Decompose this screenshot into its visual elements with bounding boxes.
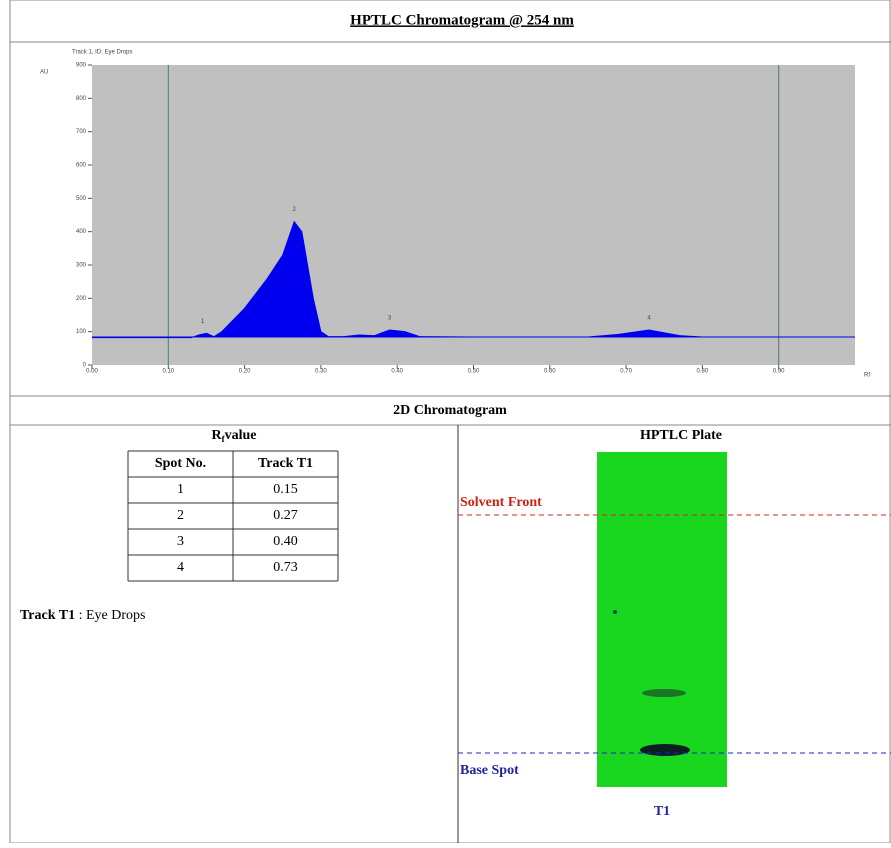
peak-label: 3 [388, 316, 392, 322]
x-tick-label: 0.90 [773, 369, 785, 375]
x-tick-label: 0.00 [86, 369, 98, 375]
column-header: Track T1 [258, 456, 313, 471]
y-tick-label: 900 [76, 63, 87, 69]
track-text: : Eye Drops [75, 608, 145, 623]
section-title: 2D Chromatogram [393, 403, 507, 418]
rf-symbol: R [211, 428, 222, 443]
rf-title: Rfvalue [211, 428, 256, 444]
trace [92, 220, 855, 339]
peak-label: 4 [647, 316, 651, 322]
track-note: Track T1 : Eye Drops [20, 608, 146, 623]
y-label: AU [40, 70, 48, 76]
spot [642, 689, 686, 697]
plot-area [92, 65, 855, 365]
solvent-label: Solvent Front [460, 495, 542, 510]
table-cell: 0.27 [273, 508, 298, 523]
chromatogram: Track 1, ID: Eye Drops AU Rf 0 100 200 300 400 5… [40, 50, 870, 379]
rf-table: Spot No. Track T1 1 0.15 2 0.27 3 0.40 4 0.73 [127, 450, 339, 582]
x-tick-label: 0.30 [315, 369, 327, 375]
y-tick-label: 400 [76, 229, 87, 235]
column-header: Spot No. [155, 456, 206, 471]
x-tick-label: 0.60 [544, 369, 556, 375]
x-tick-label: 0.70 [620, 369, 632, 375]
x-label: Rf [864, 373, 870, 379]
spot [640, 744, 690, 756]
y-tick-label: 300 [76, 263, 87, 269]
plate-title: HPTLC Plate [640, 428, 722, 443]
y-tick-label: 0 [83, 363, 87, 369]
table-cell: 3 [177, 534, 184, 549]
table-cell: 1 [177, 482, 184, 497]
plate [597, 452, 727, 787]
peak-area [92, 221, 855, 337]
table-cell: 0.40 [273, 534, 298, 549]
peak-label: 2 [293, 207, 297, 213]
y-tick-label: 700 [76, 129, 87, 135]
y-tick-label: 100 [76, 329, 87, 335]
rf-sub: f [222, 434, 226, 444]
base-label: Base Spot [460, 763, 519, 778]
table-cell: 0.15 [273, 482, 298, 497]
x-tick-label: 0.40 [391, 369, 403, 375]
peak-label: 1 [201, 319, 205, 325]
y-tick-label: 500 [76, 196, 87, 202]
table-cell: 4 [177, 560, 184, 575]
rf-rest: value [225, 428, 257, 443]
x-tick-label: 0.10 [162, 369, 174, 375]
y-tick-label: 200 [76, 296, 87, 302]
x-tick-label: 0.20 [239, 369, 251, 375]
spot [613, 610, 617, 614]
title: HPTLC Chromatogram @ 254 nm [350, 12, 574, 28]
lane-label: T1 [654, 804, 670, 819]
y-tick-label: 800 [76, 96, 87, 102]
y-tick-label: 600 [76, 163, 87, 169]
x-tick-label: 0.80 [697, 369, 709, 375]
track-label: Track 1, ID: Eye Drops [72, 50, 132, 56]
track-key: Track T1 [20, 608, 75, 623]
table-cell: 0.73 [273, 560, 298, 575]
x-tick-label: 0.50 [468, 369, 480, 375]
table-cell: 2 [177, 508, 184, 523]
